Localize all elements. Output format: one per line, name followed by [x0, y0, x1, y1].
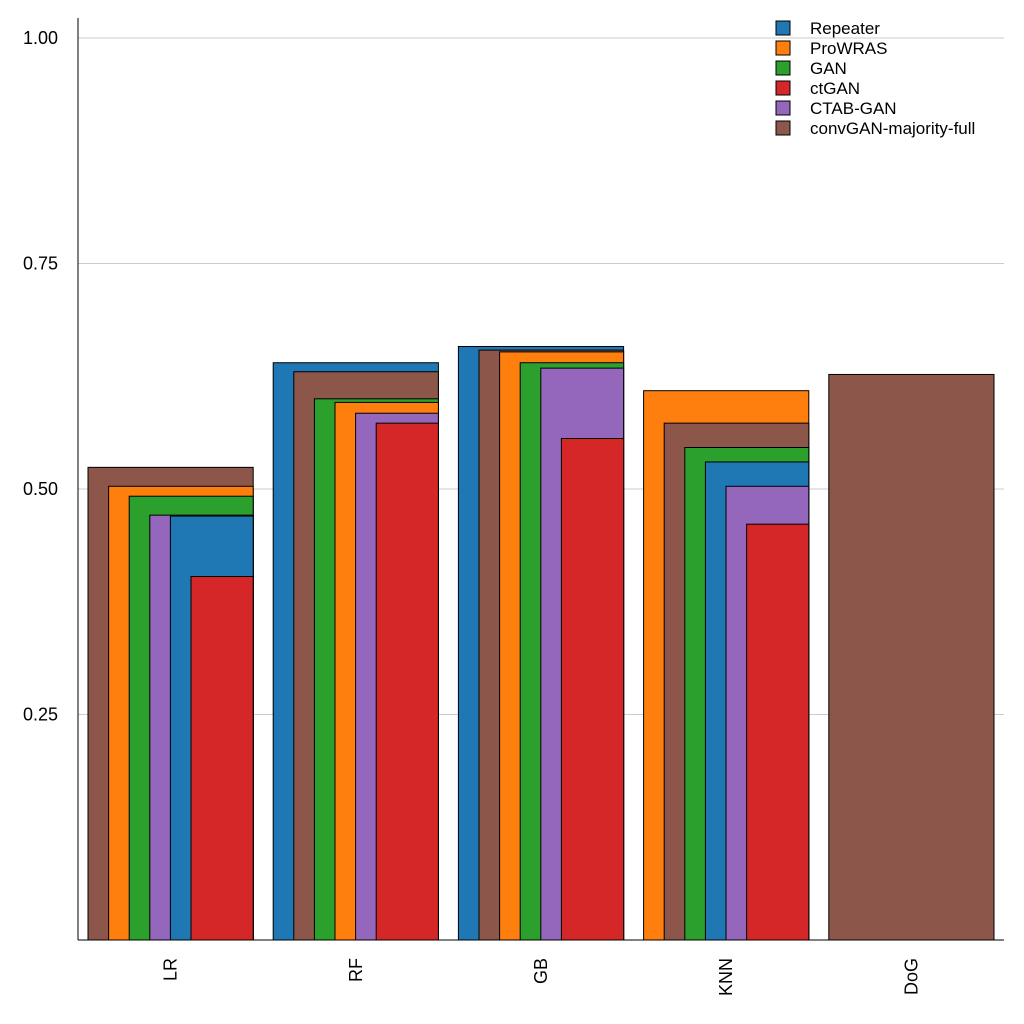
legend-swatch [775, 100, 791, 116]
legend-label: CTAB-GAN [810, 99, 897, 118]
x-tick-label: RF [346, 958, 366, 982]
bar-gb-ctgan [560, 437, 625, 941]
y-tick-labels: 0.25 0.50 0.75 1.00 [23, 28, 58, 725]
y-tick-label: 0.75 [23, 254, 58, 274]
bar-dog-convgan-majority-full [828, 373, 995, 941]
legend-label: convGAN-majority-full [810, 119, 975, 138]
legend-swatch [775, 20, 791, 36]
y-tick-label: 0.50 [23, 479, 58, 499]
y-tick-label: 1.00 [23, 28, 58, 48]
x-tick-label: GB [531, 958, 551, 984]
legend-swatch [775, 60, 791, 76]
bar-lr-ctgan [190, 575, 254, 941]
x-tick-label: KNN [716, 958, 736, 996]
legend-swatch [775, 120, 791, 136]
bar-knn-ctgan [746, 523, 810, 941]
legend-label: Repeater [810, 19, 880, 38]
bars [87, 345, 995, 941]
x-tick-labels: LR RF GB KNN DoG [161, 958, 922, 996]
legend: RepeaterProWRASGANctGANCTAB-GANconvGAN-m… [775, 19, 975, 138]
x-tick-label: DoG [901, 958, 921, 995]
x-tick-label: LR [161, 958, 181, 981]
legend-swatch [775, 80, 791, 96]
legend-label: GAN [810, 59, 847, 78]
legend-label: ProWRAS [810, 39, 887, 58]
y-tick-label: 0.25 [23, 705, 58, 725]
bar-rf-ctgan [375, 422, 439, 941]
legend-swatch [775, 40, 791, 56]
legend-label: ctGAN [810, 79, 860, 98]
